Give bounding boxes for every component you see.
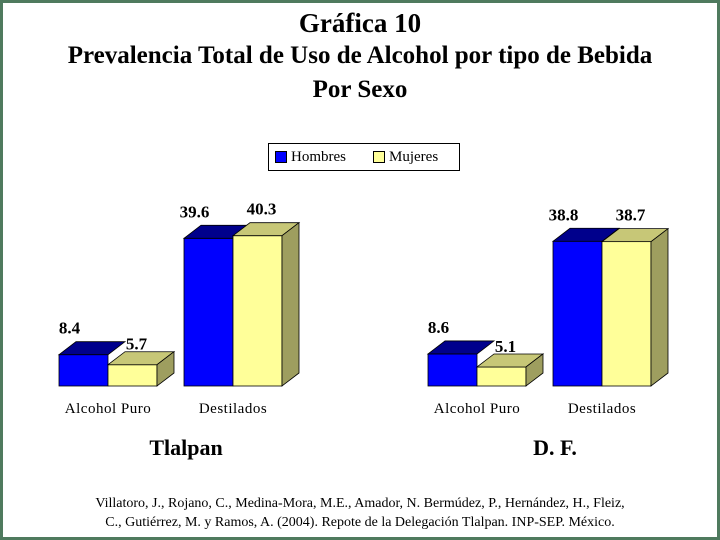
category-label-d-f-alcohol-puro: Alcohol Puro (434, 401, 520, 417)
bar-tlalpan-destilados-hombres-value-label: 39.6 (180, 202, 210, 221)
chart-title-line-2: Prevalencia Total de Uso de Alcohol por … (67, 42, 653, 69)
bar-tlalpan-alcohol-puro-hombres-top (57, 341, 127, 356)
legend-swatch-mujeres (373, 151, 385, 163)
bar-tlalpan-alcohol-puro-hombres-value-label: 8.4 (59, 319, 81, 338)
chart-title-line-3: Por Sexo (312, 76, 408, 103)
source-line-1: Villatoro, J., Rojano, C., Medina-Mora, … (95, 496, 625, 511)
bar-tlalpan-alcohol-puro-mujeres-front (107, 364, 158, 387)
source-citation: Villatoro, J., Rojano, C., Medina-Mora, … (30, 494, 690, 532)
bar-d-f-destilados-hombres-value-label: 38.8 (549, 205, 579, 224)
chart-title-line-1: Gráfica 10 (298, 8, 422, 38)
group-label-tlalpan: Tlalpan (149, 435, 222, 460)
bar-tlalpan-destilados-mujeres-front (232, 235, 283, 387)
legend: Hombres Mujeres (268, 143, 460, 171)
bar-d-f-alcohol-puro-mujeres-value-label: 5.1 (495, 337, 516, 356)
legend-item-hombres: Hombres (275, 148, 346, 166)
bar-tlalpan-destilados-mujeres-value-label: 40.3 (247, 200, 277, 219)
bar-d-f-alcohol-puro-mujeres-front (476, 366, 527, 387)
category-label-tlalpan-alcohol-puro: Alcohol Puro (65, 401, 151, 417)
legend-item-mujeres: Mujeres (373, 148, 438, 166)
bar-d-f-destilados-mujeres-front (601, 241, 652, 387)
bar-d-f-destilados-hombres-front (552, 240, 603, 387)
bar-tlalpan-alcohol-puro-hombres-front (58, 354, 109, 387)
legend-label-mujeres: Mujeres (389, 148, 439, 165)
bar-tlalpan-destilados-hombres-front (183, 237, 234, 387)
bar-tlalpan-alcohol-puro-mujeres-side (156, 350, 175, 387)
bar-d-f-alcohol-puro-hombres-top (426, 340, 496, 355)
bar-d-f-alcohol-puro-mujeres-side (525, 353, 544, 387)
legend-swatch-hombres (275, 151, 287, 163)
category-label-d-f-destilados: Destilados (568, 401, 636, 417)
bar-tlalpan-destilados-mujeres-side (281, 221, 300, 387)
source-line-2: C., Gutiérrez, M. y Ramos, A. (2004). Re… (105, 515, 615, 530)
bar-d-f-destilados-mujeres-value-label: 38.7 (616, 206, 646, 225)
category-label-tlalpan-destilados: Destilados (199, 401, 267, 417)
bar-d-f-destilados-mujeres-side (650, 227, 669, 387)
bar-tlalpan-alcohol-puro-mujeres-value-label: 5.7 (126, 335, 148, 354)
bar-d-f-alcohol-puro-hombres-front (427, 353, 478, 387)
group-label-d-f: D. F. (533, 435, 577, 460)
legend-label-hombres: Hombres (291, 148, 346, 165)
bar-d-f-alcohol-puro-hombres-value-label: 8.6 (428, 318, 449, 337)
